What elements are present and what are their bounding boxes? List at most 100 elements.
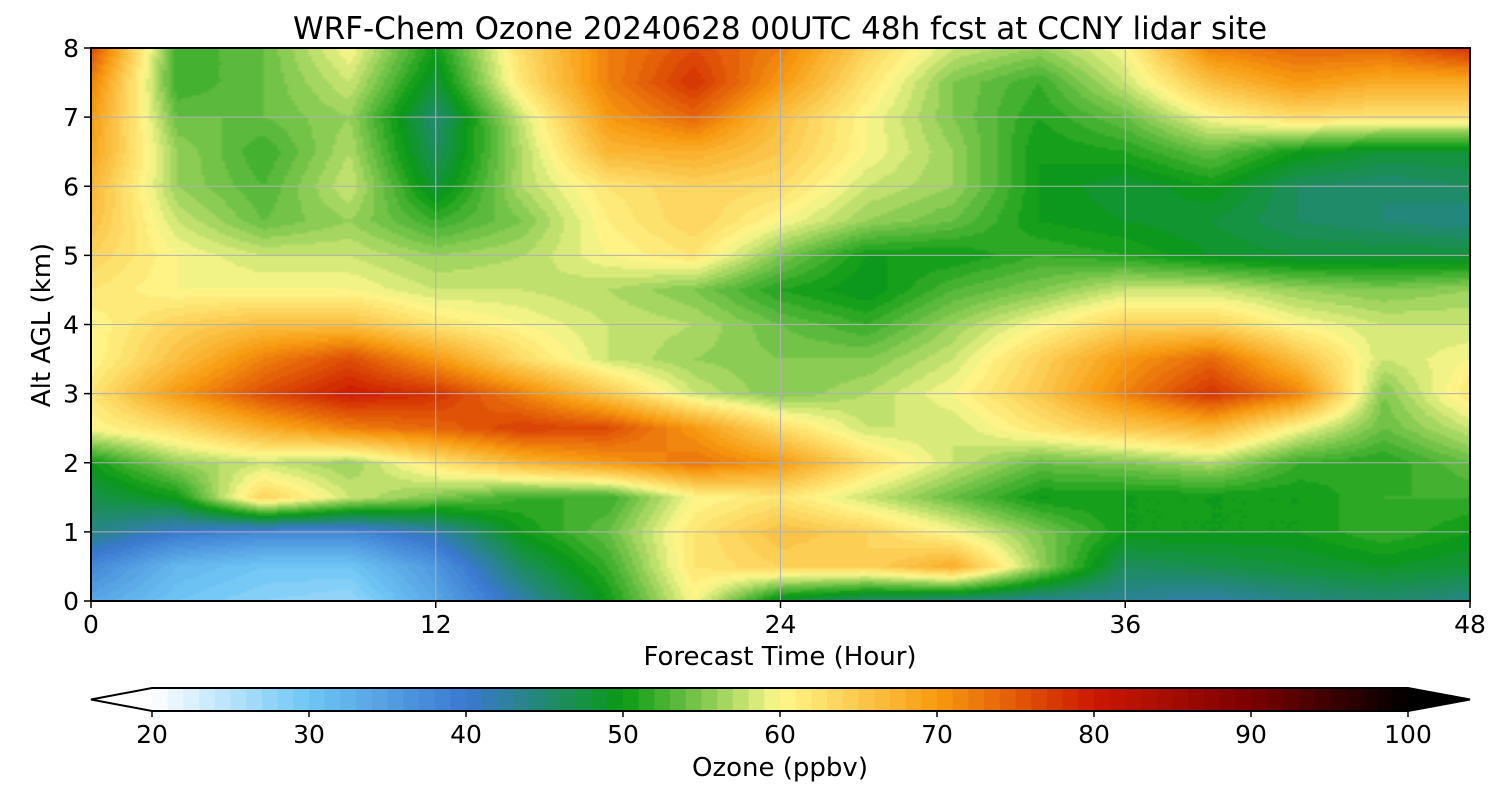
x-axis-label: Forecast Time (Hour) [643,642,916,672]
colorbar-segment [889,688,907,711]
colorbar-segment [905,688,922,711]
y-tick-label: 2 [63,449,79,478]
colorbar-segment [858,688,875,711]
x-tick-label: 36 [1109,610,1141,639]
colorbar-segment [1345,688,1362,711]
colorbar-segment [403,688,420,711]
colorbar-segment [921,688,938,711]
colorbar-label: Ozone (ppbv) [692,753,868,783]
colorbar-segment [1125,688,1142,711]
colorbar-segment [418,688,436,711]
y-tick-label: 3 [63,380,79,409]
colorbar-segment [874,688,891,711]
x-tick-label: 48 [1454,610,1486,639]
colorbar-tick-label: 40 [450,720,482,749]
x-tick-label: 0 [83,610,99,639]
colorbar-tick-label: 100 [1384,720,1432,749]
y-tick-label: 5 [63,241,79,270]
colorbar-segment [340,688,357,711]
colorbar-segment [1094,688,1111,711]
colorbar-segment [764,688,781,711]
colorbar-segment [1219,688,1236,711]
colorbar-segment [1313,688,1331,711]
y-axis-label: Alt AGL (km) [27,243,57,407]
colorbar-segment [670,688,687,711]
colorbar-segment [214,688,232,711]
y-tick-label: 6 [63,172,79,201]
colorbar-segment [560,688,577,711]
colorbar-segment [591,688,608,711]
colorbar-segment [638,688,655,711]
chart-title: WRF-Chem Ozone 20240628 00UTC 48h fcst a… [293,11,1267,47]
colorbar-segment [1298,688,1315,711]
colorbar-segment [827,688,844,711]
colorbar-tick-label: 30 [293,720,325,749]
colorbar-segment [1172,688,1189,711]
colorbar-segment [1078,688,1095,711]
colorbar-segment [1392,688,1409,711]
colorbar-segment [654,688,671,711]
colorbar-segment [1109,688,1126,711]
colorbar-segment [1282,688,1299,711]
colorbar-extend-low [91,688,152,711]
colorbar-extend-high [1408,688,1470,711]
colorbar-segment [293,688,310,711]
colorbar-segment [1266,688,1283,711]
colorbar-segment [199,688,216,711]
colorbar-segment [309,688,326,711]
colorbar-segment [1188,688,1205,711]
colorbar-segment [1203,688,1221,711]
x-axis: 0 12 24 36 48 [83,601,1486,639]
colorbar-segment [1015,688,1032,711]
colorbar-segment [277,688,294,711]
y-tick-label: 7 [63,103,79,132]
colorbar-segments [152,688,1409,711]
colorbar-segment [1235,688,1252,711]
colorbar-segment [732,688,750,711]
colorbar-segment [811,688,828,711]
colorbar-segment [701,688,718,711]
colorbar-segment [544,688,561,711]
colorbar-tick-label: 60 [764,720,796,749]
colorbar-segment [466,688,483,711]
colorbar-segment [1046,688,1064,711]
colorbar-tick-label: 70 [921,720,953,749]
colorbar-segment [937,688,954,711]
colorbar-segment [1156,688,1174,711]
colorbar-segment [607,688,624,711]
colorbar-segment [842,688,860,711]
colorbar-segment [999,688,1017,711]
colorbar-segment [261,688,279,711]
colorbar-segment [1329,688,1346,711]
colorbar-segment [387,688,404,711]
colorbar-segment [795,688,812,711]
colorbar-segment [952,688,969,711]
colorbar-segment [513,688,530,711]
colorbar-segment [371,688,389,711]
colorbar-tick-label: 80 [1078,720,1110,749]
colorbar-segment [1031,688,1048,711]
colorbar-segment [246,688,263,711]
colorbar-segment [356,688,373,711]
colorbar-tick-label: 90 [1235,720,1267,749]
y-tick-label: 1 [63,518,79,547]
y-tick-label: 8 [63,34,79,63]
colorbar-segment [717,688,734,711]
colorbar-segment [481,688,498,711]
y-tick-label: 0 [63,587,79,616]
colorbar-segment [497,688,514,711]
colorbar-segment [1251,688,1268,711]
colorbar-segment [748,688,765,711]
colorbar-tick-label: 20 [136,720,168,749]
colorbar-segment [780,688,797,711]
colorbar-segment [183,688,200,711]
colorbar-segment [528,688,546,711]
colorbar-segment [968,688,985,711]
colorbar-segment [575,688,593,711]
colorbar-segment [167,688,184,711]
x-tick-label: 12 [420,610,452,639]
colorbar-segment [1376,688,1393,711]
colorbar-segment [623,688,640,711]
colorbar-segment [685,688,703,711]
